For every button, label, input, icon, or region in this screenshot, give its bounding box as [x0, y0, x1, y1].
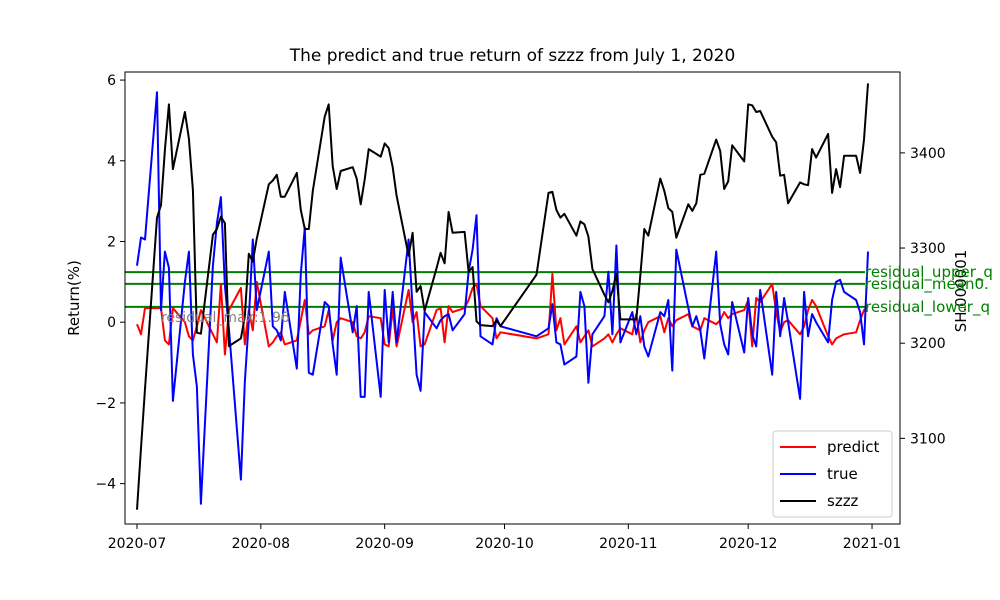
x-tick-label: 2020-12	[719, 536, 778, 552]
residual-line-label: residual_mean0.	[865, 275, 989, 294]
chart-title: The predict and true return of szzz from…	[289, 46, 736, 66]
x-tick-label: 2021-01	[843, 536, 902, 552]
axes-frame	[124, 71, 901, 525]
y2-tick-label: 3200	[910, 336, 946, 352]
y2-tick-label: 3300	[910, 241, 946, 257]
legend-label-true: true	[827, 465, 858, 483]
y2-axis-label: SH.000001	[952, 250, 970, 333]
residual-line-label: residual_lower_q	[865, 298, 990, 317]
x-tick-label: 2020-08	[232, 536, 291, 552]
legend-label-szzz: szzz	[827, 492, 859, 510]
y-tick-label: −4	[95, 477, 116, 493]
true-line	[136, 91, 869, 505]
residual-max-annotation: residual_max:1.96	[161, 310, 290, 326]
y-tick-label: 6	[107, 73, 116, 89]
residual-line-label: residual_upper_q	[865, 263, 993, 282]
plot-area	[125, 83, 869, 510]
x-tick-label: 2020-11	[599, 536, 658, 552]
y-tick-label: −2	[95, 396, 116, 412]
x-tick-label: 2020-09	[355, 536, 414, 552]
legend-label-predict: predict	[827, 438, 880, 456]
x-tick-label: 2020-07	[108, 536, 167, 552]
szzz-line	[136, 83, 869, 510]
y-tick-label: 2	[107, 235, 116, 251]
y2-tick-label: 3400	[910, 146, 946, 162]
y-tick-label: 4	[107, 154, 116, 170]
y2-tick-label: 3100	[910, 431, 946, 447]
x-tick-label: 2020-10	[475, 536, 534, 552]
y-tick-label: 0	[107, 315, 116, 331]
legend-box	[772, 430, 893, 518]
y-axis-label: Return(%)	[65, 260, 83, 336]
legend: predict true szzz	[772, 430, 893, 518]
